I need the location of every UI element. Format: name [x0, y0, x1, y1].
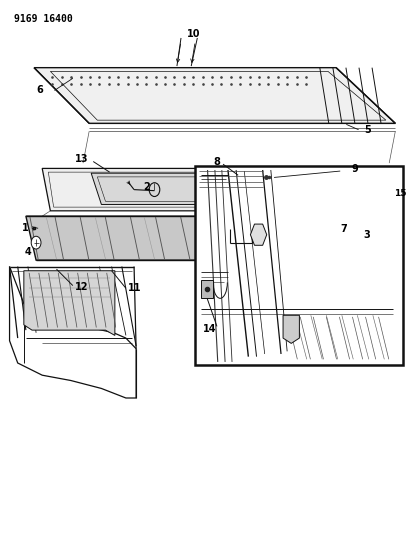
Text: 3: 3	[363, 230, 370, 240]
Text: 2: 2	[143, 182, 150, 192]
Text: 8: 8	[213, 157, 220, 167]
Text: 13: 13	[75, 155, 88, 164]
Bar	[195, 166, 404, 365]
Text: 7: 7	[340, 224, 347, 235]
Polygon shape	[91, 173, 261, 205]
Text: 4: 4	[25, 247, 31, 257]
Text: 1: 1	[22, 223, 28, 233]
Polygon shape	[42, 168, 395, 211]
Bar	[201, 280, 213, 298]
Text: 10: 10	[187, 29, 200, 39]
Polygon shape	[26, 216, 371, 260]
Text: 12: 12	[75, 281, 88, 292]
Polygon shape	[283, 316, 299, 343]
Text: 6: 6	[37, 85, 44, 95]
Polygon shape	[250, 224, 267, 245]
Text: 5: 5	[364, 125, 371, 135]
Text: 11: 11	[128, 283, 142, 293]
Polygon shape	[34, 68, 395, 123]
Text: 14: 14	[203, 324, 216, 334]
Text: 9169 16400: 9169 16400	[14, 14, 72, 25]
Text: 15: 15	[394, 189, 406, 198]
Text: 9: 9	[351, 164, 358, 174]
Polygon shape	[24, 271, 115, 335]
Circle shape	[31, 236, 41, 249]
